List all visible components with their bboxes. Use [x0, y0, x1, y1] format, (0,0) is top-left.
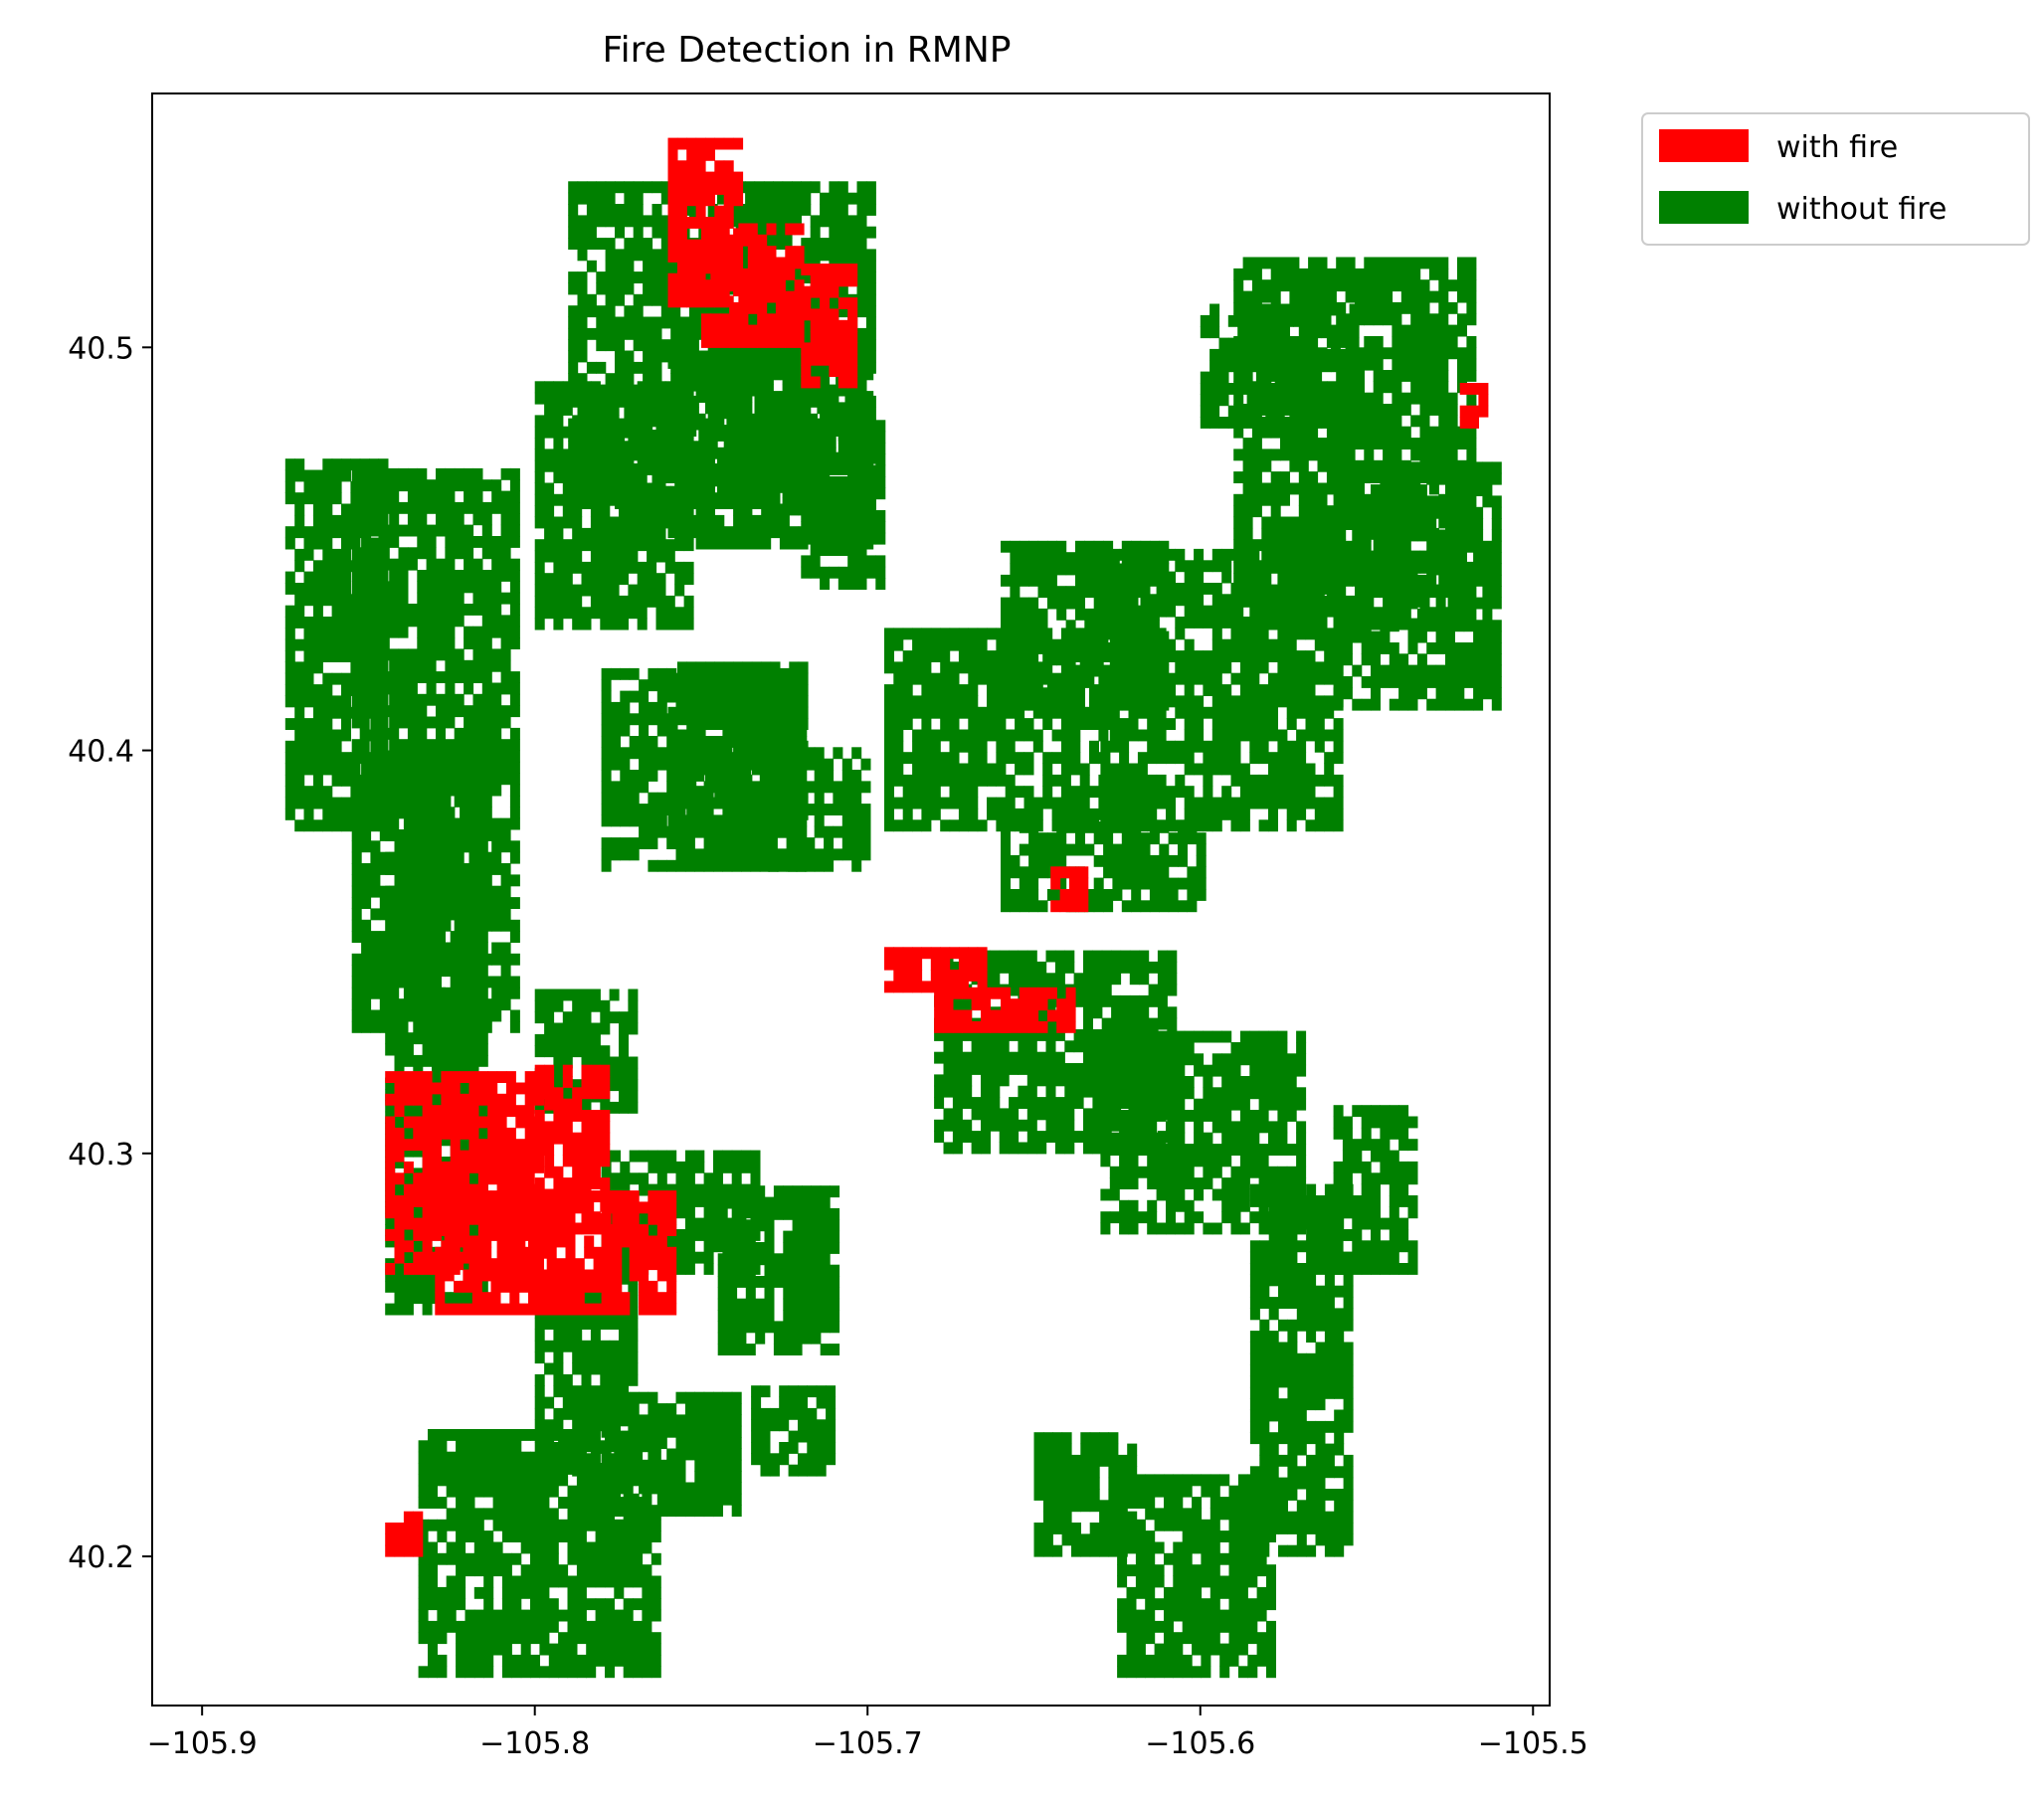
legend-label-without-fire: without fire — [1776, 192, 1947, 227]
with-fire-region-9 — [1001, 987, 1076, 1033]
without-fire-region-18 — [1249, 1183, 1354, 1557]
x-axis: −105.9 −105.8 −105.7 −105.6 −105.5 — [147, 1706, 1588, 1761]
without-fire-region-9 — [1333, 461, 1502, 711]
with-fire-region-8 — [934, 987, 1010, 1033]
with-fire-region-10 — [1459, 383, 1489, 429]
axes-frame — [151, 92, 1551, 1707]
with-fire-region-3 — [601, 1190, 677, 1316]
y-tick-label: 40.4 — [68, 735, 134, 770]
x-tick-label: −105.8 — [479, 1726, 590, 1761]
x-tick-label: −105.5 — [1478, 1726, 1588, 1761]
without-fire-region-layer — [284, 181, 1502, 1679]
without-fire-region-8 — [1200, 303, 1360, 429]
with-fire-region-7 — [884, 947, 988, 993]
legend: with fire without fire — [1641, 112, 2030, 246]
without-fire-region-10 — [1100, 548, 1344, 832]
y-tick-label: 40.5 — [68, 331, 134, 366]
y-tick-label: 40.2 — [68, 1540, 134, 1575]
plot-area — [284, 137, 1502, 1679]
without-fire-region-20 — [1117, 1474, 1276, 1679]
without-fire-region-24 — [601, 1391, 742, 1518]
without-fire-region-22 — [418, 1429, 661, 1679]
legend-label-with-fire: with fire — [1776, 130, 1898, 165]
without-fire-region-6 — [801, 420, 886, 590]
without-fire-region-28 — [534, 989, 639, 1114]
with-fire-region-layer — [385, 137, 1489, 1557]
chart-title: Fire Detection in RMNP — [603, 30, 1012, 71]
without-fire-region-12 — [884, 628, 1109, 832]
without-fire-region-19 — [1333, 1105, 1418, 1275]
with-fire-region-6 — [801, 264, 858, 389]
without-fire-region-29 — [601, 667, 808, 872]
without-fire-region-25 — [751, 1385, 836, 1477]
legend-swatch-without-fire — [1659, 191, 1749, 224]
x-tick-label: −105.6 — [1145, 1726, 1255, 1761]
x-tick-label: −105.9 — [147, 1726, 258, 1761]
with-fire-region-11 — [1050, 866, 1089, 913]
legend-swatch-with-fire — [1659, 129, 1749, 162]
x-tick-label: −105.7 — [813, 1726, 923, 1761]
without-fire-region-1 — [284, 458, 389, 832]
with-fire-region-12 — [385, 1511, 424, 1557]
with-fire-region-0 — [385, 1071, 544, 1275]
without-fire-region-21 — [1033, 1432, 1138, 1557]
without-fire-region-15 — [1001, 820, 1207, 913]
without-fire-region-4 — [534, 381, 694, 630]
with-fire-region-5 — [701, 223, 805, 348]
y-tick-label: 40.3 — [68, 1138, 134, 1172]
y-axis: 40.2 40.3 40.4 40.5 — [68, 331, 152, 1575]
without-fire-region-27 — [717, 1185, 840, 1355]
